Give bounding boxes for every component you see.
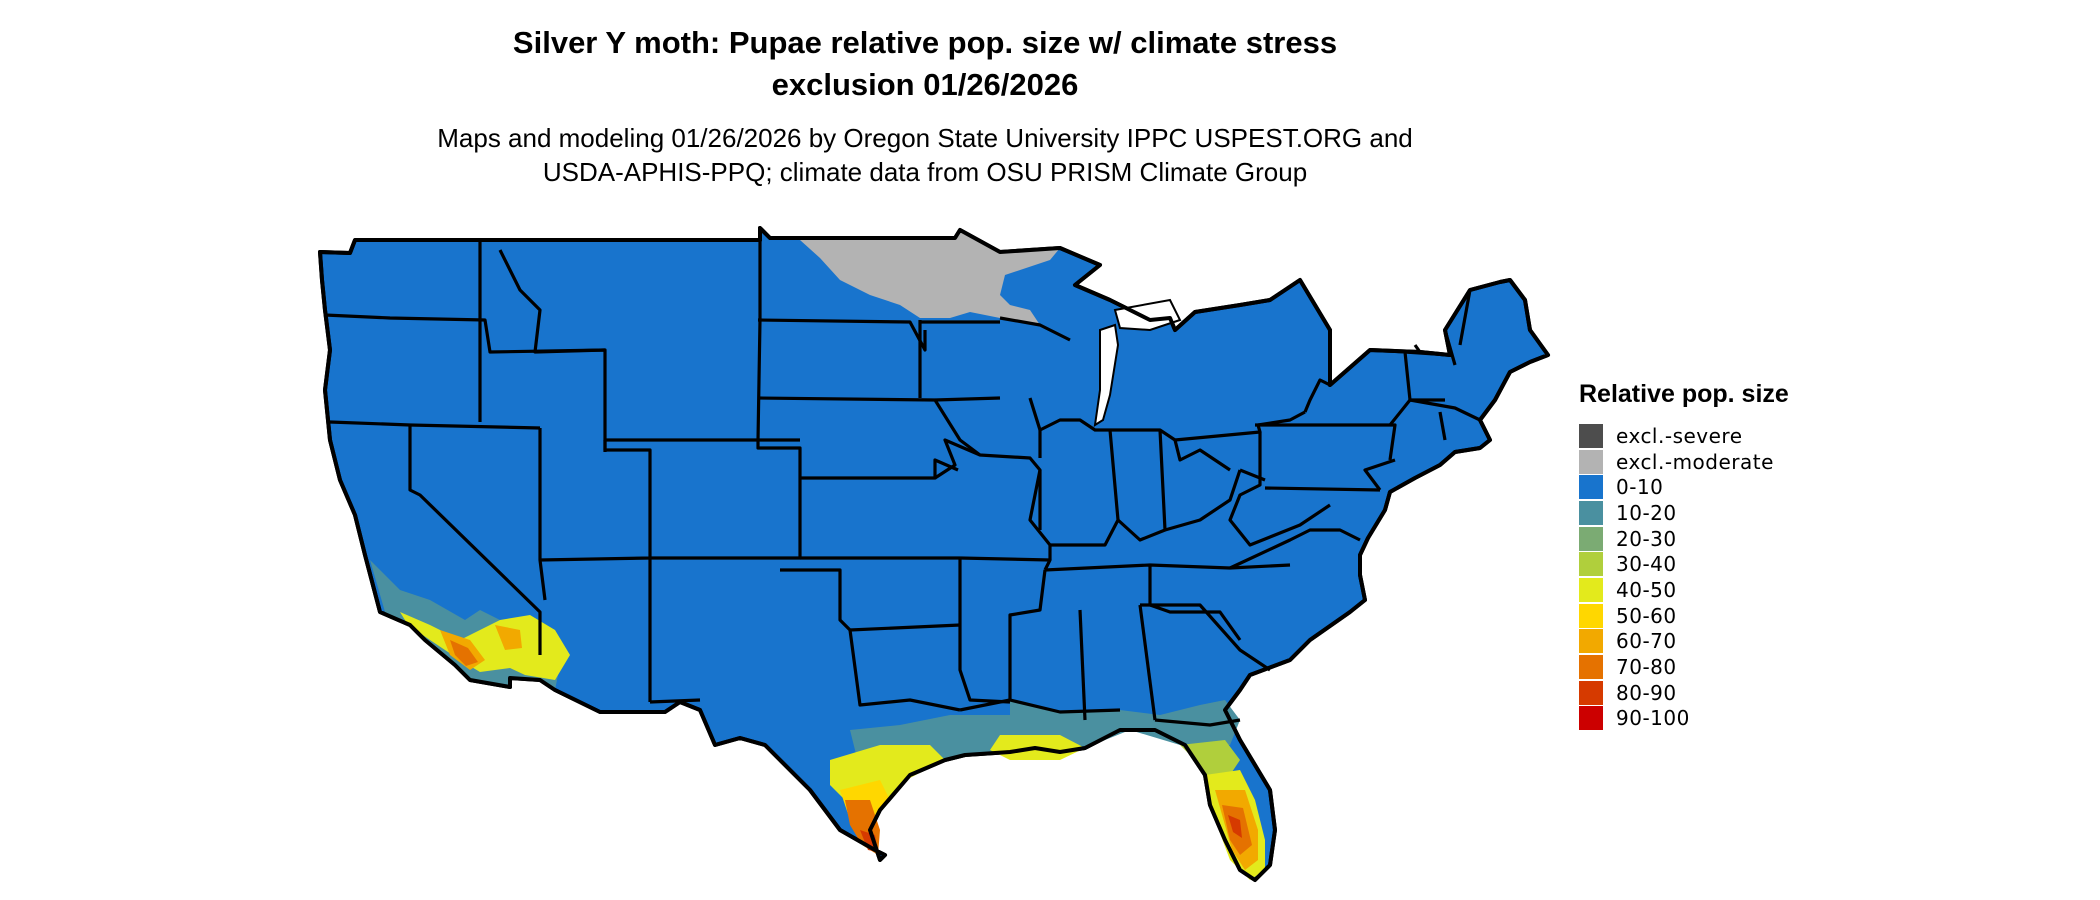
- legend-swatch: [1579, 449, 1603, 474]
- excl-moderate-region: [800, 230, 1060, 325]
- legend-swatch: [1579, 629, 1603, 654]
- legend-title: Relative pop. size: [1579, 380, 1789, 408]
- legend: Relative pop. size excl.-severe excl.-mod…: [1579, 380, 1789, 731]
- legend-label: 60-70: [1616, 629, 1677, 654]
- legend-label: 20-30: [1616, 526, 1677, 551]
- legend-swatch: [1579, 577, 1603, 602]
- legend-item: excl.-moderate: [1579, 449, 1789, 475]
- legend-label: 80-90: [1616, 680, 1677, 705]
- legend-items: excl.-severe excl.-moderate 0-10 10-20 20-30…: [1579, 423, 1789, 731]
- map-title: Silver Y moth: Pupae relative pop. size …: [0, 22, 1850, 106]
- legend-label: 70-80: [1616, 655, 1677, 680]
- legend-item: 90-100: [1579, 706, 1789, 732]
- legend-swatch: [1579, 552, 1603, 577]
- title-line-1: Silver Y moth: Pupae relative pop. size …: [512, 25, 1338, 60]
- legend-item: 70-80: [1579, 654, 1789, 680]
- subtitle-line-1: Maps and modeling 01/26/2026 by Oregon S…: [437, 123, 1413, 153]
- legend-swatch: [1579, 475, 1603, 500]
- legend-item: 60-70: [1579, 629, 1789, 655]
- legend-item: excl.-severe: [1579, 423, 1789, 449]
- legend-label: 10-20: [1616, 500, 1677, 525]
- legend-item: 20-30: [1579, 526, 1789, 552]
- legend-label: excl.-severe: [1616, 423, 1743, 448]
- legend-swatch: [1579, 706, 1603, 731]
- legend-swatch: [1579, 526, 1603, 551]
- legend-label: excl.-moderate: [1616, 449, 1774, 474]
- subtitle-line-2: USDA-APHIS-PPQ; climate data from OSU PR…: [542, 157, 1308, 187]
- legend-item: 0-10: [1579, 474, 1789, 500]
- title-line-2: exclusion 01/26/2026: [771, 67, 1079, 102]
- legend-swatch: [1579, 655, 1603, 680]
- heat-zones: [370, 560, 1265, 880]
- legend-swatch: [1579, 603, 1603, 628]
- legend-swatch: [1579, 500, 1603, 525]
- legend-item: 10-20: [1579, 500, 1789, 526]
- map-subtitle: Maps and modeling 01/26/2026 by Oregon S…: [0, 121, 1850, 189]
- us-map: [318, 226, 1550, 882]
- us-landmass: [318, 226, 1550, 882]
- great-lakes: [1093, 298, 1182, 427]
- legend-item: 40-50: [1579, 577, 1789, 603]
- legend-label: 0-10: [1616, 475, 1664, 500]
- legend-label: 30-40: [1616, 552, 1677, 577]
- legend-swatch: [1579, 423, 1603, 448]
- legend-label: 50-60: [1616, 603, 1677, 628]
- legend-item: 50-60: [1579, 603, 1789, 629]
- us-outline: [318, 226, 1550, 882]
- legend-item: 30-40: [1579, 551, 1789, 577]
- legend-label: 40-50: [1616, 577, 1677, 602]
- legend-item: 80-90: [1579, 680, 1789, 706]
- legend-swatch: [1579, 680, 1603, 705]
- legend-label: 90-100: [1616, 706, 1690, 731]
